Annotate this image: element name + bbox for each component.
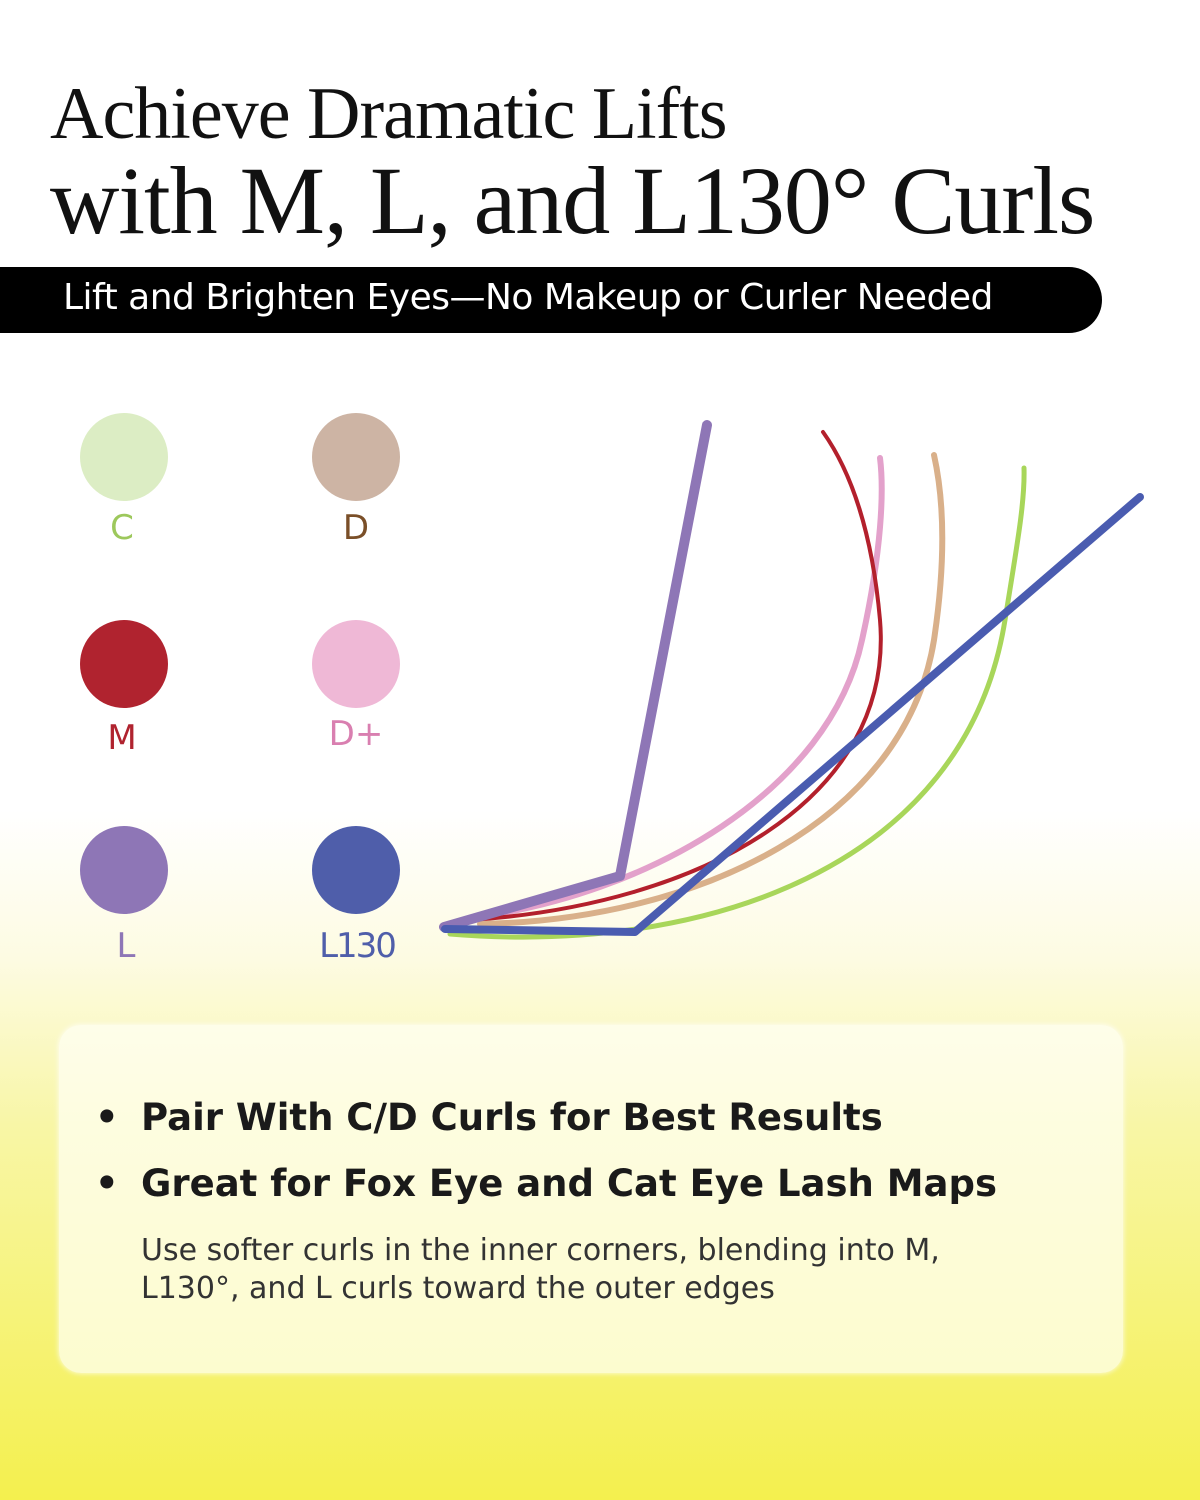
label-l: L [116,926,136,966]
bullet-item: • Great for Fox Eye and Cat Eye Lash Maps [95,1162,997,1205]
subtitle-banner: Lift and Brighten Eyes—No Makeup or Curl… [0,267,1102,333]
swatch-l130 [312,826,400,914]
swatch-c [80,413,168,501]
swatch-d [312,413,400,501]
tips-card [59,1025,1123,1373]
swatch-d-plus [312,620,400,708]
swatch-m [80,620,168,708]
bullet-text: Pair With C/D Curls for Best Results [141,1096,883,1139]
label-d-plus: D+ [328,714,384,754]
bullet-dot: • [95,1162,119,1205]
label-m: M [107,718,137,758]
label-l130: L130 [319,926,397,966]
curve-d-plus [467,455,885,921]
headline-line-2: with M, L, and L130° Curls [50,147,1095,254]
curve-l [439,420,712,932]
label-d: D [342,508,370,548]
bullet-text: Great for Fox Eye and Cat Eye Lash Maps [141,1162,998,1205]
card-note: Use softer curls in the inner corners, b… [141,1233,940,1306]
curve-d [477,452,946,927]
swatch-l [80,826,168,914]
curve-l130 [441,493,1144,936]
bullet-item: • Pair With C/D Curls for Best Results [95,1096,883,1139]
label-c: C [110,508,134,548]
subtitle-text: Lift and Brighten Eyes—No Makeup or Curl… [63,277,993,318]
curl-diagram [439,420,1144,940]
headline-line-1: Achieve Dramatic Lifts [50,73,728,155]
bullet-dot: • [95,1096,119,1139]
curve-m [468,430,883,922]
